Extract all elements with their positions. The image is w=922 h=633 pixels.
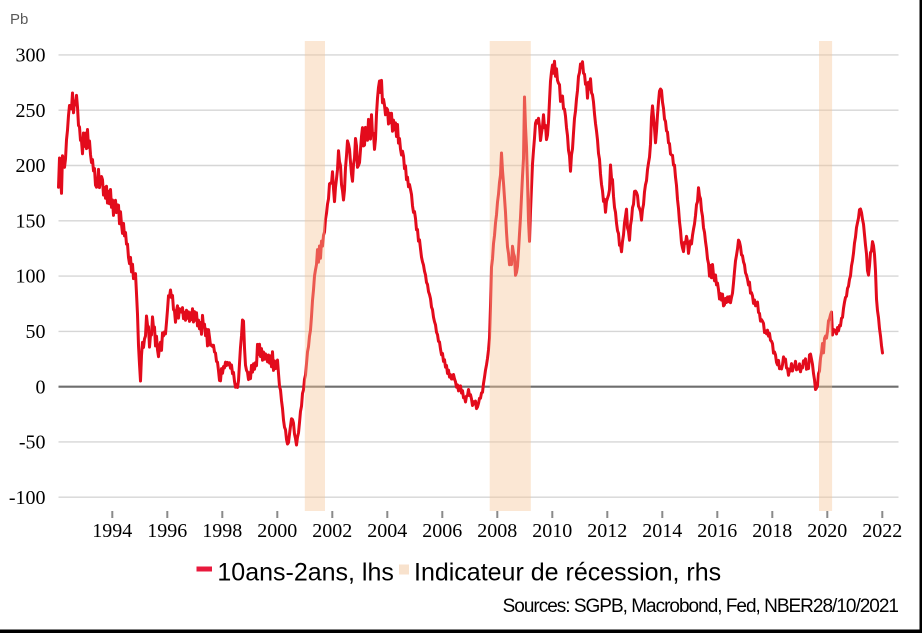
svg-text:2006: 2006 bbox=[422, 520, 462, 542]
svg-text:2012: 2012 bbox=[587, 520, 627, 542]
svg-text:1998: 1998 bbox=[202, 520, 242, 542]
svg-text:2018: 2018 bbox=[752, 520, 792, 542]
svg-text:Indicateur de récession, rhs: Indicateur de récession, rhs bbox=[414, 558, 721, 586]
svg-text:2002: 2002 bbox=[312, 520, 352, 542]
svg-text:0: 0 bbox=[36, 376, 46, 398]
svg-text:2022: 2022 bbox=[862, 520, 902, 542]
svg-text:1996: 1996 bbox=[147, 520, 187, 542]
svg-text:2010: 2010 bbox=[532, 520, 572, 542]
svg-text:250: 250 bbox=[16, 100, 46, 122]
svg-text:2020: 2020 bbox=[807, 520, 847, 542]
svg-text:2016: 2016 bbox=[697, 520, 737, 542]
svg-text:-50: -50 bbox=[19, 432, 46, 454]
svg-text:Pb: Pb bbox=[10, 11, 28, 28]
svg-text:150: 150 bbox=[16, 210, 46, 232]
svg-text:200: 200 bbox=[16, 155, 46, 177]
svg-text:2000: 2000 bbox=[257, 520, 297, 542]
svg-text:-100: -100 bbox=[9, 487, 46, 509]
svg-text:Sources: SGPB, Macrobond, Fed,: Sources: SGPB, Macrobond, Fed, NBER28/10… bbox=[503, 596, 899, 617]
svg-text:2008: 2008 bbox=[477, 520, 517, 542]
svg-text:2004: 2004 bbox=[367, 520, 407, 542]
svg-text:1994: 1994 bbox=[92, 520, 132, 542]
svg-text:50: 50 bbox=[26, 321, 46, 343]
svg-text:2014: 2014 bbox=[642, 520, 682, 542]
svg-text:300: 300 bbox=[16, 45, 46, 67]
svg-text:100: 100 bbox=[16, 266, 46, 288]
svg-text:10ans-2ans, lhs: 10ans-2ans, lhs bbox=[217, 558, 394, 586]
